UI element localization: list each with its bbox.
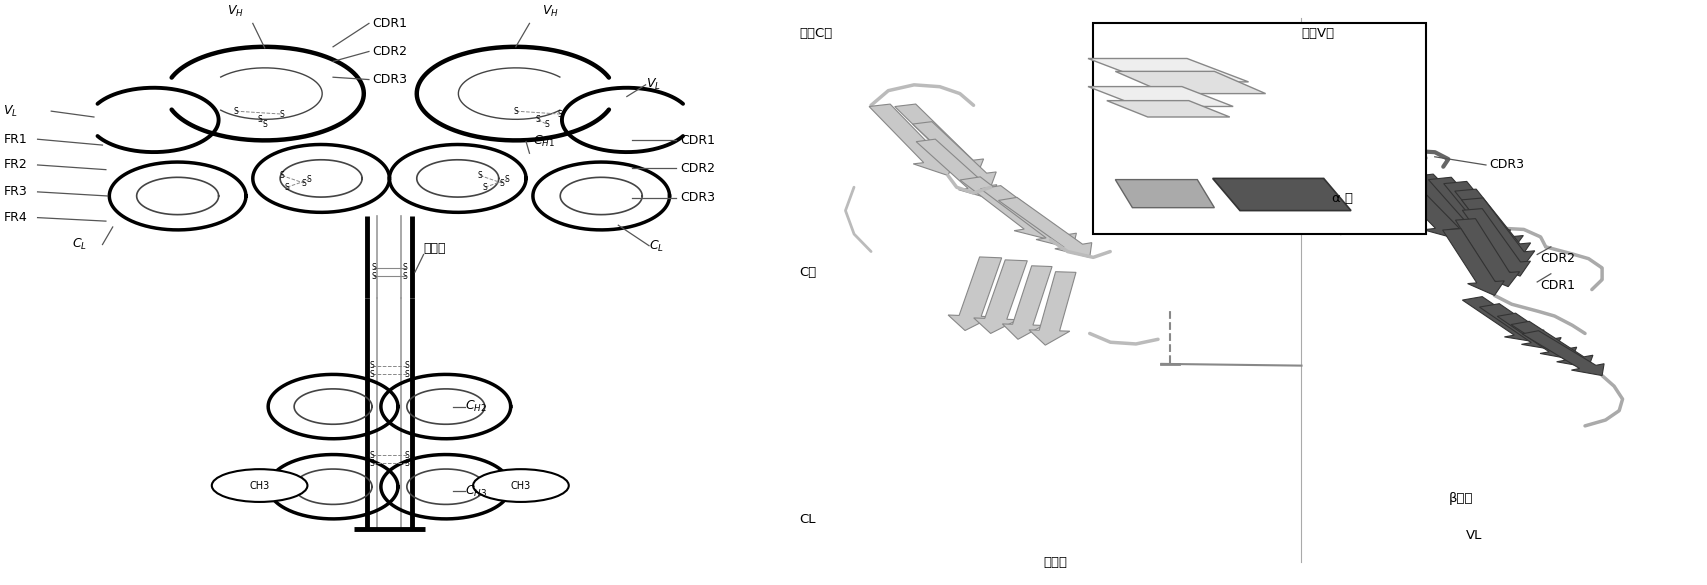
Polygon shape [1454,219,1519,287]
Text: S: S [302,178,306,188]
Text: 绞链区: 绞链区 [423,242,446,255]
Polygon shape [1384,174,1471,240]
Text: S: S [536,115,539,125]
Polygon shape [980,185,1075,249]
Text: S: S [505,175,509,184]
Text: CDR3: CDR3 [1489,159,1523,171]
Polygon shape [999,197,1091,257]
Text: α 链: α 链 [1331,192,1352,205]
Polygon shape [1442,229,1504,295]
Text: C链: C链 [799,266,816,278]
Text: CDR3: CDR3 [372,73,406,86]
Text: CDR1: CDR1 [1540,279,1574,292]
Text: CH3: CH3 [510,480,531,491]
Text: S: S [280,109,283,119]
Text: S: S [405,450,408,460]
Text: FR3: FR3 [3,185,27,198]
Polygon shape [1106,101,1229,117]
Text: S: S [307,175,311,184]
Polygon shape [1212,178,1350,211]
Text: FR2: FR2 [3,159,27,171]
Text: $V_H$: $V_H$ [227,4,244,19]
Text: FR1: FR1 [3,133,27,146]
Polygon shape [1115,180,1214,208]
Polygon shape [1028,271,1075,345]
Polygon shape [959,177,1053,240]
Text: S: S [370,459,374,468]
Text: FR4: FR4 [3,211,27,224]
Text: $C_L$: $C_L$ [72,237,87,252]
Text: S: S [514,106,517,116]
Text: 二硫链: 二硫链 [1043,556,1067,569]
Text: $C_{H2}$: $C_{H2}$ [464,399,486,414]
Text: CDR1: CDR1 [372,17,406,30]
Polygon shape [1427,177,1509,246]
Text: S: S [263,119,266,129]
Polygon shape [1087,87,1232,106]
Text: 轻链V区: 轻链V区 [1301,27,1333,40]
Polygon shape [947,257,1000,331]
Text: CDR2: CDR2 [372,45,406,58]
Circle shape [473,469,568,502]
Polygon shape [1478,304,1560,350]
Text: CDR2: CDR2 [679,162,714,175]
Text: $C_{H3}$: $C_{H3}$ [464,484,486,499]
Text: $C_{H1}$: $C_{H1}$ [533,134,555,149]
Polygon shape [1497,313,1576,359]
Polygon shape [869,104,954,176]
Text: CL: CL [799,513,816,526]
Text: S: S [403,271,406,281]
Polygon shape [1461,209,1529,276]
Polygon shape [1521,331,1603,376]
Polygon shape [915,139,997,199]
Text: S: S [234,106,237,116]
Text: CH3: CH3 [249,480,270,491]
Polygon shape [1087,58,1248,82]
Circle shape [212,469,307,502]
Text: S: S [405,370,408,379]
Polygon shape [1408,174,1495,240]
Polygon shape [1461,297,1543,342]
Polygon shape [1461,198,1535,266]
Polygon shape [894,104,983,176]
Text: $V_L$: $V_L$ [645,77,661,92]
Text: S: S [558,109,562,119]
Text: S: S [285,183,288,192]
Text: $C_L$: $C_L$ [649,239,664,254]
Text: S: S [478,171,481,180]
Text: S: S [500,178,504,188]
Text: S: S [403,263,406,273]
Polygon shape [1115,71,1265,94]
Text: β折叠: β折叠 [1448,492,1471,505]
Text: 轻链C区: 轻链C区 [799,27,831,40]
Text: CDR3: CDR3 [679,191,714,204]
Text: S: S [405,361,408,370]
Text: S: S [370,450,374,460]
Text: $V_H$: $V_H$ [541,4,558,19]
Text: CDR1: CDR1 [679,134,714,147]
Text: S: S [370,370,374,379]
Polygon shape [1002,266,1052,339]
Polygon shape [1511,321,1593,367]
Text: S: S [258,115,261,125]
Polygon shape [1454,189,1529,259]
Polygon shape [1442,181,1523,252]
Text: S: S [280,171,283,180]
Text: S: S [483,183,486,192]
Polygon shape [912,122,995,187]
Text: S: S [545,119,548,129]
Text: S: S [405,459,408,468]
Polygon shape [973,260,1026,333]
Text: CDR2: CDR2 [1540,252,1574,265]
Text: S: S [370,361,374,370]
Bar [1092,23,1425,234]
Text: S: S [372,263,376,273]
Text: $V_L$: $V_L$ [3,104,19,119]
Text: S: S [372,271,376,281]
Text: VL: VL [1465,529,1482,542]
